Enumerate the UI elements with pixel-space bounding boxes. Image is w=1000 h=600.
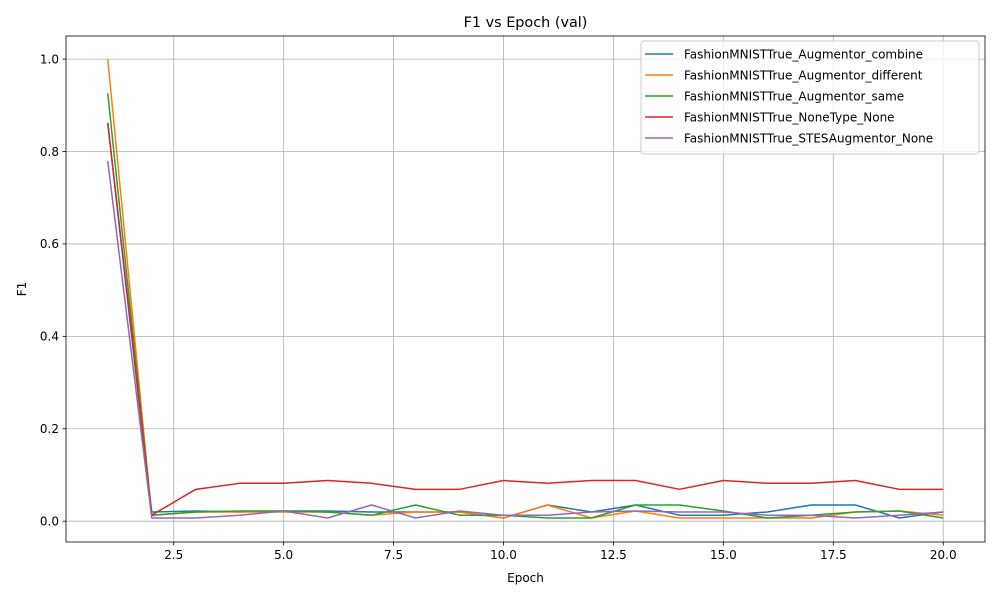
y-axis-label: F1 [15,282,29,297]
y-axis: 0.0 0.2 0.4 0.6 0.8 1.0 [40,52,66,529]
y-tick-label: 0.0 [40,515,59,529]
x-tick-label: 12.5 [600,548,627,562]
x-axis-label: Epoch [507,571,544,585]
legend-entry: FashionMNISTTrue_NoneType_None [684,110,895,124]
x-tick-label: 17.5 [820,548,847,562]
series-line-4 [107,122,944,516]
legend-entry: FashionMNISTTrue_STESAugmentor_None [684,131,933,145]
legend-entry: FashionMNISTTrue_Augmentor_same [684,89,904,103]
x-tick-label: 20.0 [930,548,957,562]
legend: FashionMNISTTrue_Augmentor_combine Fashio… [640,40,980,155]
legend-entry: FashionMNISTTrue_Augmentor_combine [684,47,923,61]
y-tick-label: 0.2 [40,422,59,436]
legend-entry: FashionMNISTTrue_Augmentor_different [684,68,923,82]
x-tick-label: 2.5 [164,548,183,562]
y-tick-label: 1.0 [40,52,59,66]
x-tick-label: 7.5 [384,548,403,562]
x-axis: 2.5 5.0 7.5 10.0 12.5 15.0 17.5 20.0 [164,542,957,562]
x-tick-label: 5.0 [274,548,293,562]
legend-box [640,40,980,155]
series-layer [107,59,944,519]
series-line-2 [107,59,944,519]
chart-title: F1 vs Epoch (val) [464,15,588,31]
plot-frame [65,35,986,543]
y-tick-label: 0.4 [40,330,59,344]
y-tick-label: 0.8 [40,145,59,159]
x-tick-label: 15.0 [710,548,737,562]
x-tick-label: 10.0 [490,548,517,562]
y-tick-label: 0.6 [40,237,59,251]
series-line-5 [107,161,944,519]
